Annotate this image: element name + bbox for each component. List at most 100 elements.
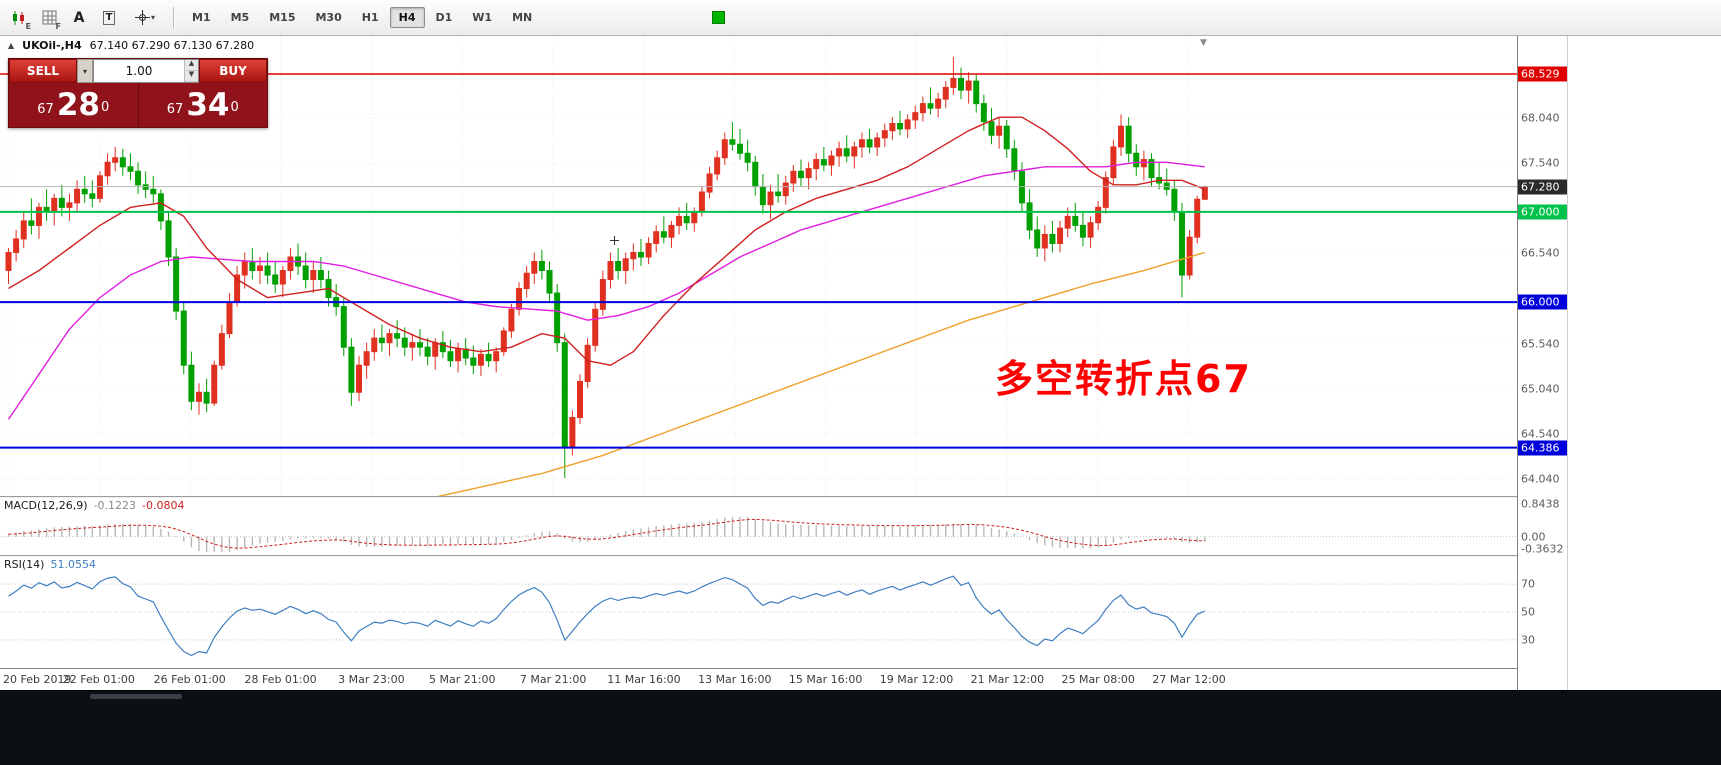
toolbar: E F A T ▾ M1 M5 M15 M30 H1 H4 D1 W1 MN <box>0 0 1721 36</box>
timeframe-group: M1 M5 M15 M30 H1 H4 D1 W1 MN <box>182 7 542 28</box>
price-label-67.000: 67.000 <box>1518 204 1567 220</box>
candles-glyph <box>13 10 24 25</box>
bottom-panel <box>0 690 1721 765</box>
timeframe-button-m15[interactable]: M15 <box>260 7 304 28</box>
price-label-68.529: 68.529 <box>1518 66 1567 82</box>
horizontal-level-lines <box>0 73 1517 449</box>
timeframe-button-h1[interactable]: H1 <box>353 7 388 28</box>
price-label-0.00: 0.00 <box>1521 530 1546 544</box>
time-label: 13 Mar 16:00 <box>698 673 772 686</box>
text-tool-icon[interactable]: A <box>73 9 85 26</box>
time-label: 19 Mar 12:00 <box>879 673 954 686</box>
cursor-tool-icon[interactable]: ▾ <box>125 4 165 32</box>
time-label: 22 Feb 01:00 <box>62 673 135 686</box>
lot-decrease-button[interactable]: ▼ <box>185 71 198 82</box>
time-label: 26 Feb 01:00 <box>153 673 226 686</box>
price-label-67.540: 67.540 <box>1521 156 1560 170</box>
time-label: 28 Feb 01:00 <box>244 673 317 686</box>
price-divider <box>137 83 139 127</box>
chart-icon-badge: E <box>25 21 31 31</box>
crosshair-glyph <box>134 10 150 25</box>
timeframe-button-h4[interactable]: H4 <box>389 7 425 28</box>
ohlc-readout: 67.140 67.290 67.130 67.280 <box>89 39 255 52</box>
time-label: 3 Mar 23:00 <box>338 673 405 686</box>
textbox-tool-icon[interactable]: T <box>95 4 123 32</box>
price-label-65.040: 65.040 <box>1521 382 1560 396</box>
grid-icon[interactable]: F <box>35 4 63 32</box>
trade-widget-top-row: SELL ▾ ▲ ▼ BUY <box>9 59 267 83</box>
macd-signal-line <box>8 518 1205 549</box>
price-label-67.280: 67.280 <box>1518 179 1567 195</box>
rsi-line <box>8 575 1206 657</box>
price-label-30: 30 <box>1521 633 1535 647</box>
right-filler <box>1567 36 1721 690</box>
timeframe-button-m1[interactable]: M1 <box>183 7 220 28</box>
timeframe-button-m5[interactable]: M5 <box>222 7 259 28</box>
chart-type-icon[interactable]: E <box>5 4 33 32</box>
time-label: 15 Mar 16:00 <box>788 673 863 686</box>
price-label-0.8438: 0.8438 <box>1521 497 1560 511</box>
macd-label: MACD(12,26,9) -0.1223 -0.0804 <box>4 499 185 512</box>
price-scale[interactable]: 68.040 67.540 66.540 65.540 65.040 64.540 64.0… <box>1517 36 1567 690</box>
chinese-annotation: 多空转折点67 <box>995 357 1252 401</box>
chart-area: ▲ UKOil-,H4 67.140 67.290 67.130 67.280 … <box>0 36 1517 691</box>
status-indicator-icon <box>712 11 726 24</box>
grid-icon-badge: F <box>55 21 61 31</box>
lot-increase-button[interactable]: ▲ <box>185 60 198 71</box>
collapse-pane-icon[interactable]: ▲ <box>8 41 15 50</box>
time-label: 21 Mar 12:00 <box>970 673 1045 686</box>
price-label-64.386: 64.386 <box>1518 440 1567 456</box>
ma-slow-orange <box>436 251 1205 496</box>
candlestick-series <box>5 56 1208 478</box>
rsi-label: RSI(14) 51.0554 <box>4 558 96 571</box>
price-label--0.3632: -0.3632 <box>1521 542 1564 556</box>
macd-signal-value: -0.0804 <box>142 499 185 512</box>
buy-button[interactable]: BUY <box>199 59 267 83</box>
lot-input[interactable] <box>94 60 184 82</box>
timeframe-button-d1[interactable]: D1 <box>427 7 462 28</box>
time-label: 25 Mar 08:00 <box>1061 673 1135 686</box>
rsi-value: 51.0554 <box>50 558 96 571</box>
pane-separator-2[interactable] <box>0 555 1517 557</box>
time-label: 7 Mar 21:00 <box>519 673 587 686</box>
price-label-68.040: 68.040 <box>1521 111 1560 125</box>
macd-histogram <box>7 516 1206 552</box>
timeframe-button-m30[interactable]: M30 <box>306 7 350 28</box>
symbol-title: UKOil-,H4 <box>22 39 82 52</box>
price-label-64.540: 64.540 <box>1521 427 1560 441</box>
price-label-66.540: 66.540 <box>1521 246 1560 260</box>
bottom-scroll-fragment[interactable] <box>90 694 182 699</box>
time-axis[interactable]: 20 Feb 2019 22 Feb 01:00 26 Feb 01:00 28 Fe… <box>0 668 1517 691</box>
sell-price-display[interactable]: 67 28 0 <box>37 87 110 123</box>
macd-main-value: -0.1223 <box>93 499 137 512</box>
buy-price-display[interactable]: 67 34 0 <box>166 87 239 123</box>
price-label-50: 50 <box>1521 605 1535 619</box>
lot-dropdown-button[interactable]: ▾ <box>77 59 93 83</box>
timeframe-button-mn[interactable]: MN <box>503 7 541 28</box>
ma-mid-magenta <box>7 161 1205 420</box>
symbol-header: ▲ UKOil-,H4 67.140 67.290 67.130 67.280 <box>8 39 254 52</box>
pane-separator-1[interactable] <box>0 496 1517 498</box>
chart-cross-marker <box>610 236 619 245</box>
price-label-66.000: 66.000 <box>1518 294 1567 310</box>
macd-pane-svg[interactable] <box>0 498 1517 555</box>
time-label: 20 Feb 2019 <box>3 673 72 686</box>
rsi-pane-svg[interactable] <box>0 557 1517 667</box>
sell-button[interactable]: SELL <box>9 59 77 83</box>
lot-spinner: ▲ ▼ <box>184 60 198 82</box>
price-label-70: 70 <box>1521 577 1535 591</box>
cursor-dropdown-caret: ▾ <box>150 13 155 22</box>
time-label: 11 Mar 16:00 <box>607 673 681 686</box>
time-label: 27 Mar 12:00 <box>1152 673 1226 686</box>
timeframe-button-w1[interactable]: W1 <box>463 7 501 28</box>
toolbar-separator <box>173 6 175 29</box>
ma-fast-red <box>8 116 1206 366</box>
scroll-to-end-icon[interactable]: ▼ <box>1200 38 1207 48</box>
grid-glyph <box>42 10 56 25</box>
price-label-64.040: 64.040 <box>1521 472 1560 486</box>
lot-input-wrap: ▲ ▼ <box>93 59 199 83</box>
price-label-65.540: 65.540 <box>1521 337 1560 351</box>
time-label: 5 Mar 21:00 <box>429 673 496 686</box>
